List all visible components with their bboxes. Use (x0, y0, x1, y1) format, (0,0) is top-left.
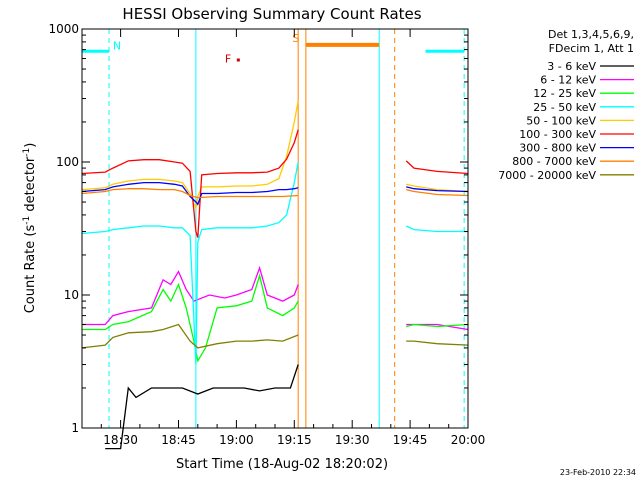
series-8-line-0 (81, 323, 299, 349)
series-2-line-1 (406, 323, 469, 328)
x-tick-label-0: 18:30 (103, 433, 138, 447)
x-tick-label-2: 19:00 (219, 433, 254, 447)
legend-header-line-1: Det 1,3,4,5,6,9, (548, 28, 634, 41)
series-4 (81, 100, 469, 211)
series-8-line-1 (406, 340, 469, 346)
annotation-f-marker (236, 58, 240, 62)
series-8 (81, 323, 469, 349)
y-tick-label-1: 10 (64, 288, 79, 302)
series-0-line-0 (105, 364, 299, 450)
legend-label-1: 6 - 12 keV (540, 74, 596, 87)
y-tick-label-3: 1000 (48, 22, 79, 36)
chart-title: HESSI Observing Summary Count Rates (122, 5, 421, 23)
series-5-line-1 (405, 160, 469, 175)
series-2 (82, 273, 469, 363)
y-axis-label: Count Rate (s-1 detector-1) (22, 143, 38, 314)
series-1-line-1 (406, 323, 469, 331)
series-1 (82, 265, 469, 331)
vertical-markers: N F S (81, 29, 465, 428)
series-7-line-0 (81, 188, 299, 199)
series-6 (81, 181, 469, 206)
legend-label-7: 800 - 7000 keV (512, 155, 596, 168)
x-tick-label-3: 19:15 (277, 433, 312, 447)
legend-label-4: 50 - 100 keV (526, 114, 596, 127)
legend-label-6: 300 - 800 keV (519, 142, 596, 155)
series-5-line-0 (81, 129, 299, 238)
legend-label-8: 7000 - 20000 keV (498, 169, 596, 182)
x-axis-label: Start Time (18-Aug-02 18:20:02) (176, 457, 388, 472)
series-layer (81, 42, 469, 450)
legend-header-line-2: FDecim 1, Att 1 (549, 42, 634, 55)
series-7 (81, 42, 469, 199)
series-3-line-0 (81, 161, 299, 365)
x-tick-label-1: 18:45 (161, 433, 196, 447)
x-tick-label-6: 20:00 (451, 433, 486, 447)
legend-label-5: 100 - 300 keV (519, 128, 596, 141)
series-3-line-1 (405, 225, 468, 233)
series-6-line-0 (81, 181, 299, 206)
x-tick-label-5: 19:45 (393, 433, 428, 447)
legend-label-3: 25 - 50 keV (533, 101, 596, 114)
footer-date: 23-Feb-2010 22:34 (560, 468, 636, 477)
x-axis: 18:30 18:45 19:00 19:15 19:30 19:45 20:00 (81, 29, 486, 447)
x-tick-label-4: 19:30 (335, 433, 370, 447)
series-1-line-0 (82, 265, 299, 326)
series-7-line-2 (406, 188, 469, 197)
annotation-f: F (225, 52, 231, 65)
series-0 (105, 364, 299, 450)
annotation-n: N (113, 40, 121, 53)
y-tick-label-2: 100 (56, 155, 79, 169)
series-6-line-1 (406, 186, 469, 193)
legend-label-2: 12 - 25 keV (533, 87, 596, 100)
legend-label-0: 3 - 6 keV (547, 60, 596, 73)
series-5 (81, 129, 469, 238)
y-tick-label-0: 1 (71, 421, 79, 435)
legend: Det 1,3,4,5,6,9, FDecim 1, Att 1 3 - 6 k… (498, 28, 634, 182)
y-axis: 1 10 100 1000 (48, 22, 468, 435)
series-3 (81, 161, 468, 365)
annotation-s: S (292, 32, 299, 45)
